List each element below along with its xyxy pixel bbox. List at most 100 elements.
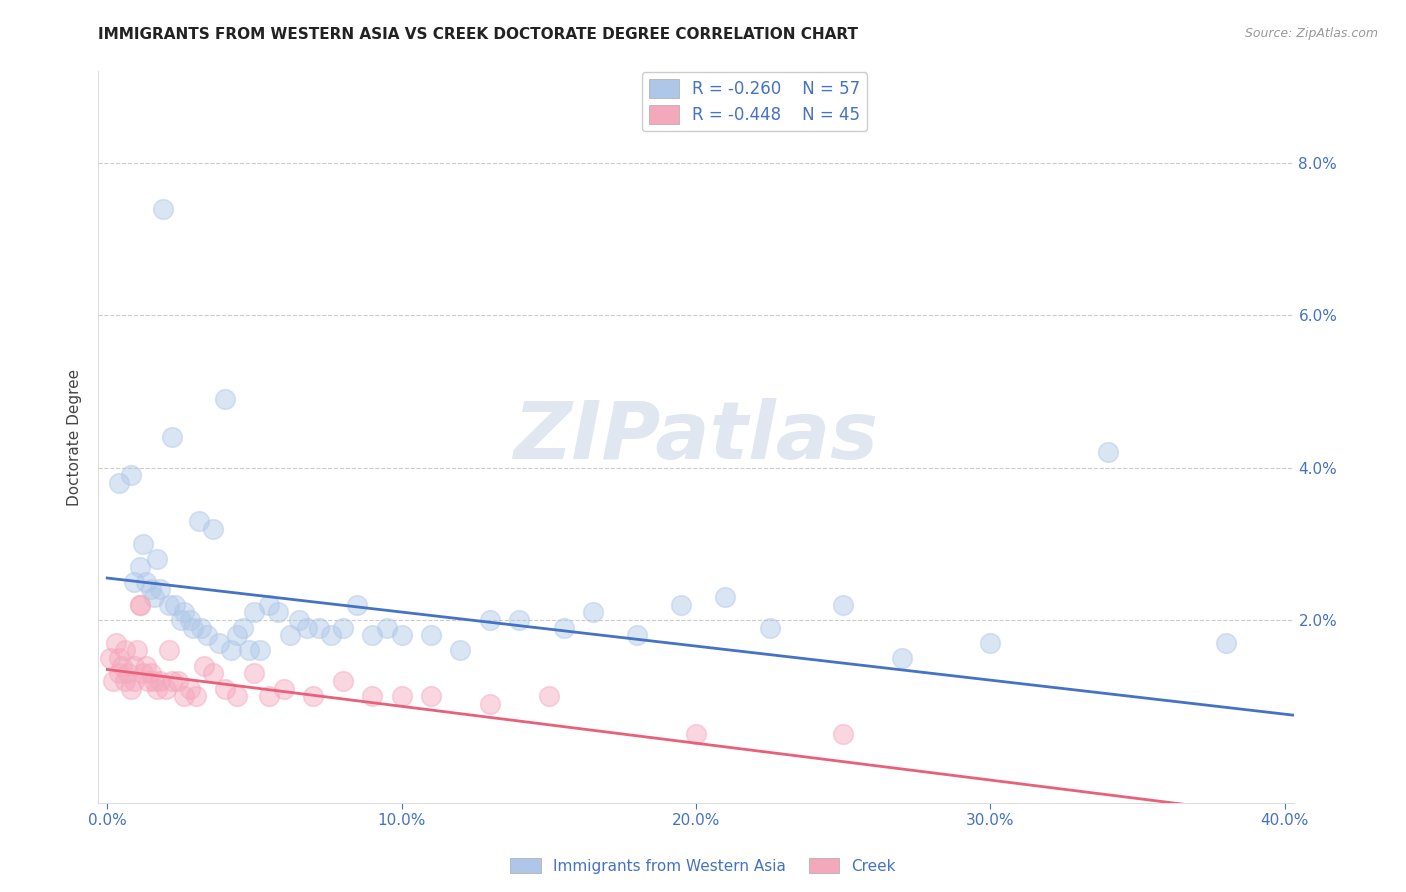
Point [98, 651, 121, 665]
Point [420, 628, 443, 642]
Point [146, 681, 169, 696]
Point [155, 681, 177, 696]
Text: ZIPatlas: ZIPatlas [513, 398, 879, 476]
Point [537, 689, 560, 703]
Point [582, 605, 605, 619]
Point [152, 202, 174, 216]
Point [249, 643, 271, 657]
Point [138, 673, 160, 688]
Point [225, 689, 247, 703]
Point [297, 621, 319, 635]
Point [141, 666, 163, 681]
Legend: Immigrants from Western Asia, Creek: Immigrants from Western Asia, Creek [503, 852, 903, 880]
Point [243, 605, 266, 619]
Point [167, 673, 190, 688]
Point [278, 628, 301, 642]
Point [179, 613, 201, 627]
Point [173, 605, 195, 619]
Point [891, 651, 914, 665]
Point [361, 628, 384, 642]
Point [181, 621, 204, 635]
Point [478, 697, 501, 711]
Point [225, 628, 247, 642]
Point [243, 666, 266, 681]
Point [202, 666, 225, 681]
Point [450, 643, 472, 657]
Point [214, 681, 236, 696]
Point [114, 643, 136, 657]
Text: Source: ZipAtlas.com: Source: ZipAtlas.com [1244, 27, 1378, 40]
Point [143, 673, 166, 688]
Point [332, 673, 354, 688]
Point [190, 621, 212, 635]
Point [141, 582, 163, 597]
Point [108, 651, 131, 665]
Point [287, 613, 309, 627]
Point [149, 582, 172, 597]
Point [122, 658, 145, 673]
Point [420, 689, 443, 703]
Point [714, 590, 737, 604]
Point [173, 689, 195, 703]
Point [478, 613, 501, 627]
Point [111, 658, 134, 673]
Point [346, 598, 368, 612]
Point [308, 621, 330, 635]
Point [193, 658, 215, 673]
Point [979, 636, 1001, 650]
Point [101, 673, 124, 688]
Point [146, 552, 169, 566]
Point [214, 392, 236, 406]
Point [105, 636, 128, 650]
Point [238, 643, 260, 657]
Point [257, 689, 280, 703]
Point [184, 689, 207, 703]
Point [120, 681, 142, 696]
Legend: R = -0.260    N = 57, R = -0.448    N = 45: R = -0.260 N = 57, R = -0.448 N = 45 [643, 72, 868, 131]
Point [1097, 445, 1119, 459]
Point [267, 605, 290, 619]
Point [117, 666, 139, 681]
Point [160, 673, 183, 688]
Point [232, 621, 254, 635]
Point [160, 430, 183, 444]
Point [361, 689, 384, 703]
Point [202, 521, 225, 535]
Point [208, 636, 231, 650]
Point [671, 598, 693, 612]
Point [131, 666, 153, 681]
Point [219, 643, 242, 657]
Point [626, 628, 648, 642]
Point [125, 643, 148, 657]
Point [375, 621, 398, 635]
Point [391, 628, 413, 642]
Point [832, 727, 855, 741]
Point [163, 598, 186, 612]
Point [134, 658, 156, 673]
Point [157, 598, 180, 612]
Point [1215, 636, 1237, 650]
Point [832, 598, 855, 612]
Point [131, 537, 153, 551]
Point [128, 559, 150, 574]
Point [187, 514, 209, 528]
Point [108, 666, 131, 681]
Point [122, 673, 145, 688]
Point [391, 689, 413, 703]
Point [685, 727, 707, 741]
Point [170, 613, 193, 627]
Point [149, 673, 172, 688]
Point [128, 598, 150, 612]
Point [508, 613, 530, 627]
Point [134, 574, 156, 589]
Point [195, 628, 218, 642]
Point [273, 681, 295, 696]
Point [319, 628, 342, 642]
Y-axis label: Doctorate Degree: Doctorate Degree [67, 368, 83, 506]
Point [108, 475, 131, 490]
Point [758, 621, 780, 635]
Point [157, 643, 180, 657]
Text: IMMIGRANTS FROM WESTERN ASIA VS CREEK DOCTORATE DEGREE CORRELATION CHART: IMMIGRANTS FROM WESTERN ASIA VS CREEK DO… [98, 27, 859, 42]
Point [553, 621, 575, 635]
Point [332, 621, 354, 635]
